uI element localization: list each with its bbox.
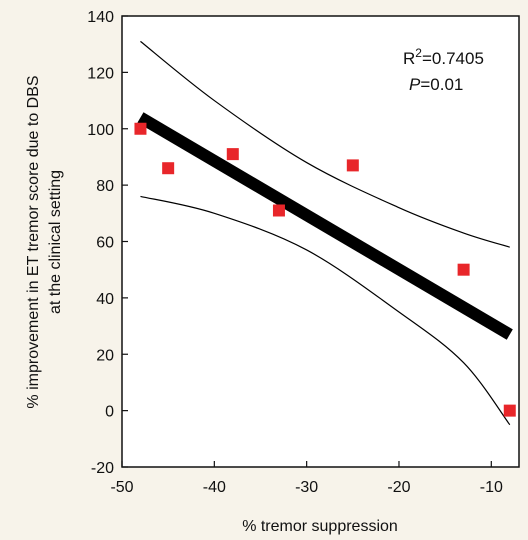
- y-tick-label: 40: [96, 291, 114, 308]
- x-axis-title: % tremor suppression: [242, 518, 398, 535]
- x-axis: -50 -40 -30 -20 -10: [110, 461, 503, 496]
- x-tick-label: -20: [387, 479, 410, 496]
- y-tick-label: 120: [87, 65, 114, 82]
- p-value-stat: P=0.01: [409, 75, 463, 94]
- confidence-bands: [140, 40, 511, 426]
- y-axis-title-line2: at the clinical setting: [47, 170, 64, 314]
- y-tick-label: 80: [96, 178, 114, 195]
- y-tick-label: 140: [87, 9, 114, 26]
- x-tick-label: -30: [295, 479, 318, 496]
- data-point: [226, 148, 239, 161]
- y-tick-label: 60: [96, 235, 114, 252]
- data-points: [134, 122, 516, 417]
- data-point: [503, 404, 516, 417]
- data-point: [272, 204, 285, 217]
- x-tick-label: -40: [203, 479, 226, 496]
- y-tick-label: 0: [105, 404, 114, 421]
- y-tick-label: 20: [96, 347, 114, 364]
- r-squared-stat: R2=0.7405: [403, 46, 484, 68]
- plot-area: [121, 15, 520, 468]
- y-axis: -20 0 20 40 60 80 100 120 140: [87, 9, 128, 477]
- y-axis-title-line1: % improvement in ET tremor score due to …: [25, 75, 42, 408]
- x-tick-label: -50: [110, 479, 133, 496]
- data-point: [346, 159, 359, 172]
- ci-lower-curve: [140, 195, 511, 426]
- y-tick-label: -20: [91, 460, 114, 477]
- regression-line-group: [137, 112, 513, 340]
- x-tick-label: -10: [480, 479, 503, 496]
- ci-upper-curve: [140, 40, 510, 248]
- data-point: [134, 122, 147, 135]
- data-point: [162, 162, 175, 175]
- data-point: [457, 263, 470, 276]
- regression-line: [137, 112, 513, 340]
- y-tick-label: 100: [87, 122, 114, 139]
